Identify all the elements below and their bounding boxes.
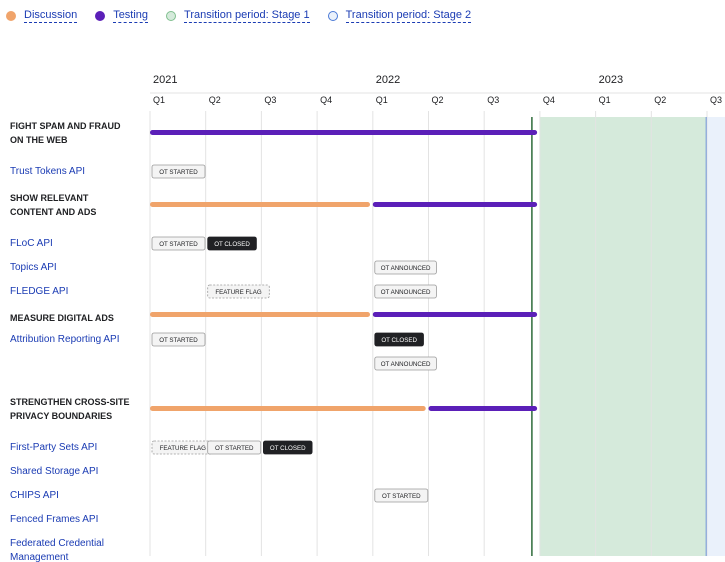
status-badge (374, 284, 437, 299)
legend-label[interactable]: Transition period: Stage 2 (345, 9, 472, 23)
testing-bar (372, 202, 538, 207)
quarter-label: Q1 (599, 95, 611, 105)
badge-label: OT CLOSED (381, 337, 417, 344)
legend-item-transition-stage-1[interactable]: Transition period: Stage 1 (166, 9, 310, 23)
feature-flag-badge (207, 284, 270, 299)
badge-label: OT CLOSED (214, 241, 250, 248)
status-badge (151, 332, 206, 347)
quarter-label: Q3 (487, 95, 499, 105)
api-label: FLoC API (10, 238, 53, 249)
transition-stage-1-band (539, 117, 707, 556)
status-badge (207, 440, 262, 455)
legend: Discussion Testing Transition period: St… (6, 9, 489, 23)
testing-dot-icon (95, 11, 106, 21)
discussion-bar (150, 202, 371, 207)
api-label: Topics API (10, 262, 57, 273)
stage-1-dot-icon (166, 11, 177, 21)
quarter-label: Q3 (264, 95, 276, 105)
group-heading: MEASURE DIGITAL ADS (10, 313, 114, 323)
badge-label: OT CLOSED (270, 445, 306, 452)
badge-label: OT STARTED (215, 445, 254, 452)
status-badge (151, 236, 206, 251)
api-label: Shared Storage API (10, 466, 98, 477)
legend-item-transition-stage-2[interactable]: Transition period: Stage 2 (327, 9, 472, 23)
badge-label: OT STARTED (382, 493, 421, 500)
testing-bar (150, 130, 538, 135)
quarter-label: Q2 (432, 95, 444, 105)
group-heading: PRIVACY BOUNDARIES (10, 411, 112, 421)
quarter-label: Q2 (209, 95, 221, 105)
quarter-label: Q1 (376, 95, 388, 105)
group-heading: SHOW RELEVANT (10, 193, 89, 203)
api-label: Management (10, 552, 69, 562)
testing-bar (372, 312, 538, 317)
group-heading: STRENGTHEN CROSS-SITE (10, 397, 130, 407)
legend-item-discussion[interactable]: Discussion (6, 9, 78, 23)
api-label: CHIPS API (10, 490, 59, 501)
api-label: Federated Credential (10, 538, 104, 549)
api-label: Attribution Reporting API (10, 334, 120, 345)
ot-closed-badge (207, 236, 257, 251)
status-badge (374, 488, 429, 503)
year-label: 2023 (599, 74, 623, 86)
legend-label[interactable]: Transition period: Stage 1 (184, 9, 310, 23)
discussion-bar (150, 406, 426, 411)
group-heading: CONTENT AND ADS (10, 207, 96, 217)
badge-label: OT ANNOUNCED (381, 265, 431, 272)
api-label: First-Party Sets API (10, 442, 97, 453)
ot-closed-badge (262, 440, 313, 455)
badge-label: OT ANNOUNCED (381, 289, 431, 296)
ot-closed-badge (374, 332, 424, 347)
status-badge (374, 356, 437, 371)
legend-label[interactable]: Discussion (24, 9, 78, 23)
transition-stage-2-band (707, 117, 725, 556)
badge-label: OT STARTED (159, 337, 198, 344)
quarter-label: Q4 (320, 95, 332, 105)
group-heading: FIGHT SPAM AND FRAUD (10, 121, 121, 131)
badge-label: FEATURE FLAG (215, 289, 261, 296)
badge-label: OT STARTED (159, 169, 198, 176)
badge-label: FEATURE FLAG (160, 445, 206, 452)
year-label: 2021 (153, 74, 177, 86)
discussion-dot-icon (6, 11, 16, 21)
status-badge (151, 164, 206, 179)
quarter-label: Q1 (153, 95, 165, 105)
discussion-bar (150, 312, 371, 317)
testing-bar (428, 406, 538, 411)
badge-label: OT ANNOUNCED (381, 361, 431, 368)
status-badge (374, 260, 437, 275)
quarter-label: Q3 (710, 95, 722, 105)
year-label: 2022 (376, 74, 400, 86)
quarter-label: Q4 (543, 95, 555, 105)
legend-label[interactable]: Testing (113, 9, 149, 23)
api-label: Trust Tokens API (10, 166, 85, 177)
group-heading: ON THE WEB (10, 135, 68, 145)
quarter-label: Q2 (654, 95, 666, 105)
badge-label: OT STARTED (159, 241, 198, 248)
api-label: Fenced Frames API (10, 514, 98, 525)
api-label: FLEDGE API (10, 286, 68, 297)
stage-2-dot-icon (327, 11, 338, 21)
legend-item-testing[interactable]: Testing (95, 9, 149, 23)
